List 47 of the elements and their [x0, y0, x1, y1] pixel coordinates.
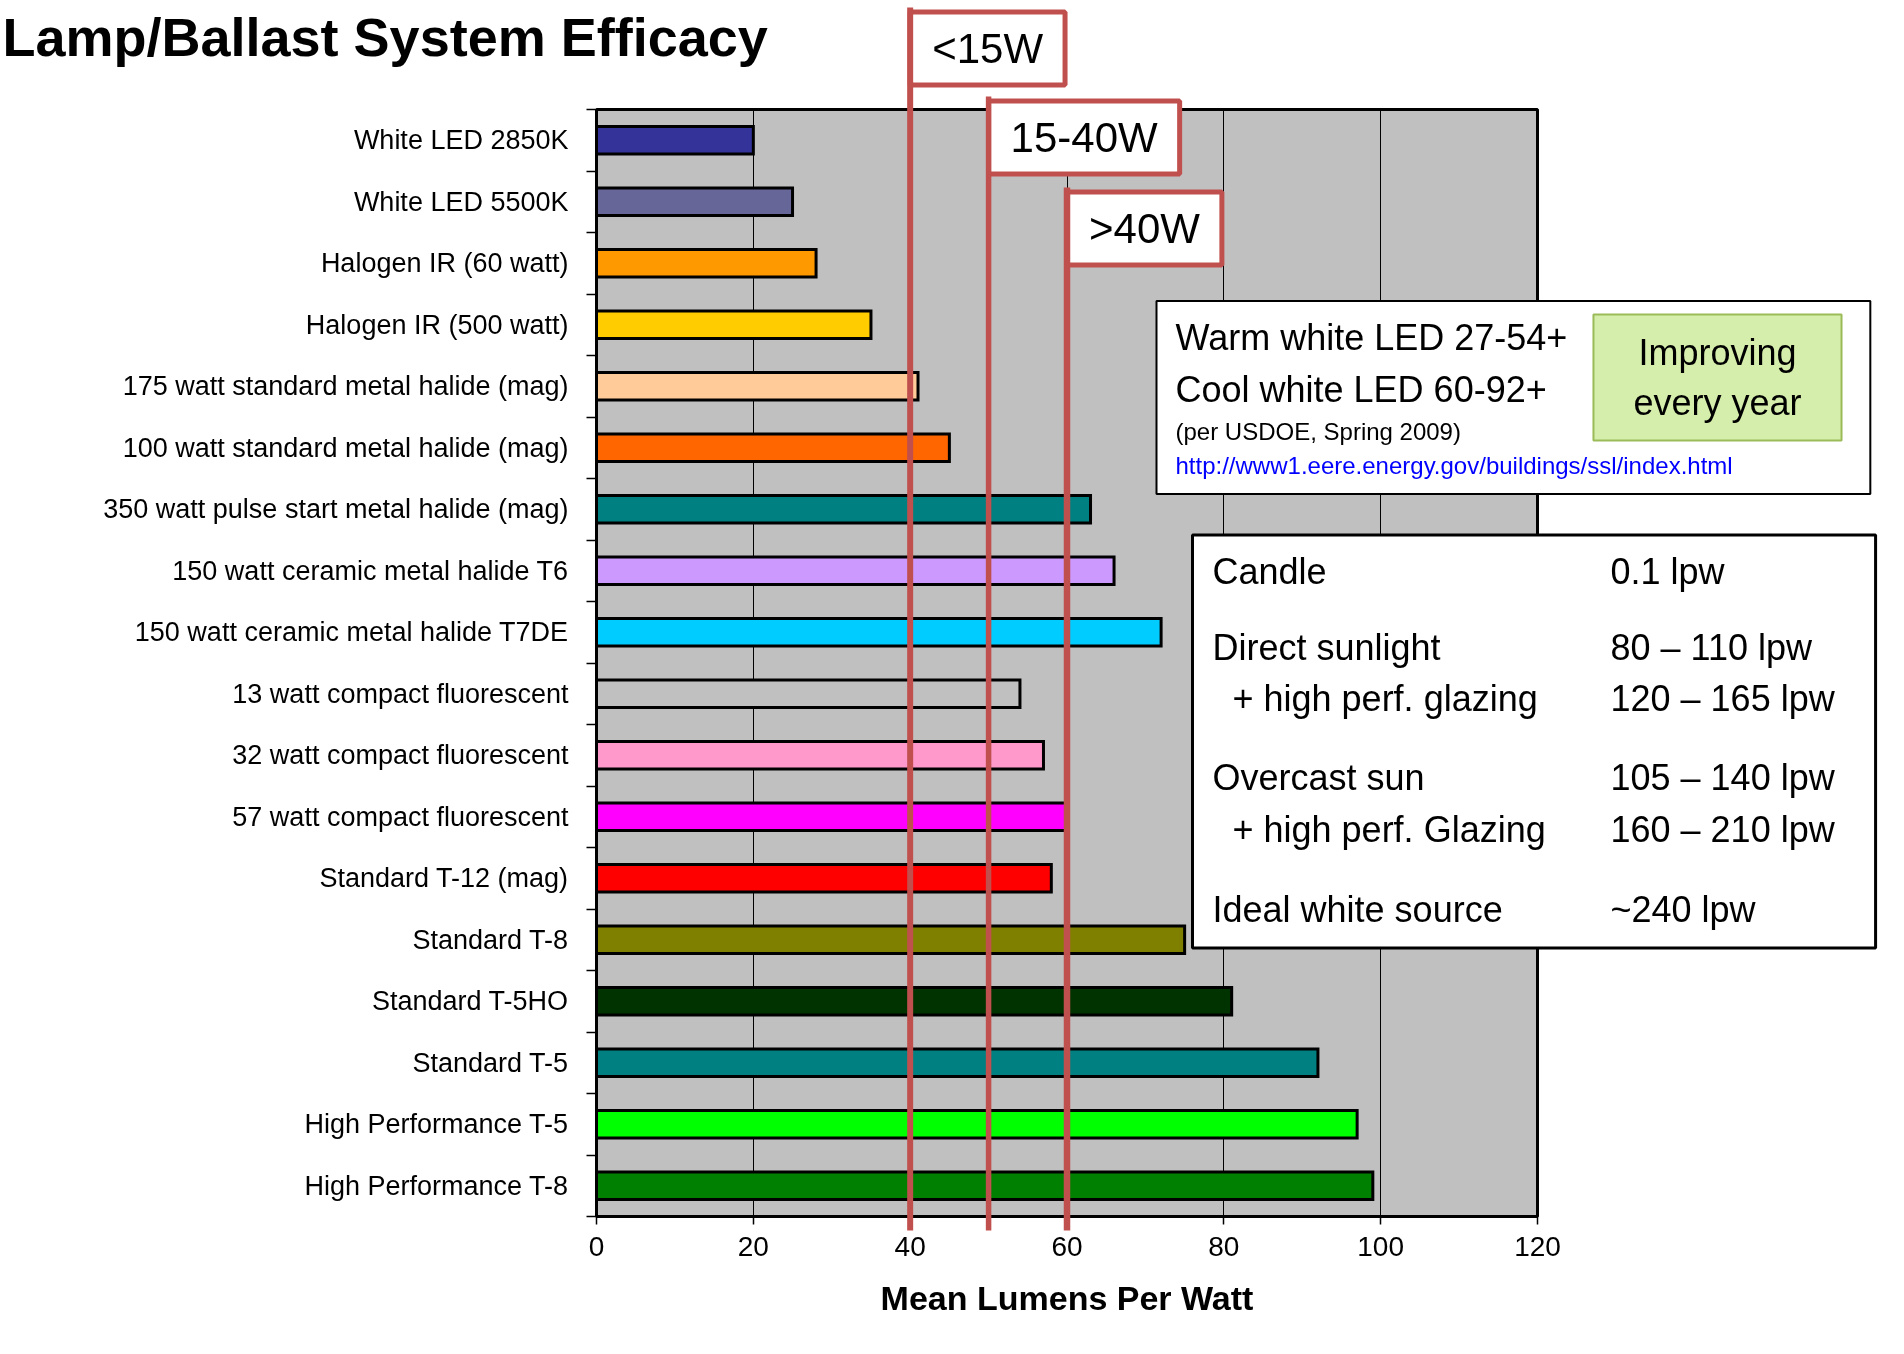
y-tick-label: White LED 5500K [353, 186, 569, 217]
annotation: Overcast sun [1212, 757, 1425, 798]
annotation: http://www1.eere.energy.gov/buildings/ssl/index.html [1175, 452, 1733, 479]
ref-line-label: >40W [1089, 205, 1201, 252]
annotation: Ideal white source [1212, 889, 1503, 930]
text: ~240 lpw [1610, 889, 1757, 930]
text: 0.1 lpw [1610, 551, 1726, 592]
y-tick-label: Standard T-12 (mag) [319, 863, 569, 894]
y-tick-label: 150 watt ceramic metal halide T7DE [134, 617, 569, 648]
ref-line-label: 15-40W [1010, 114, 1158, 161]
x-tick-label: 100 [1357, 1230, 1405, 1262]
text: 160 – 210 lpw [1610, 809, 1836, 850]
x-tick-label: 40 [894, 1230, 926, 1262]
x-axis-title: Mean Lumens Per Watt [880, 1278, 1254, 1317]
y-tick-label: Standard T-5HO [371, 986, 569, 1017]
x-tick-label: 0 [588, 1230, 605, 1262]
y-tick-label: 350 watt pulse start metal halide (mag) [103, 494, 569, 525]
y-tick-label: 100 watt standard metal halide (mag) [122, 432, 569, 463]
y-tick-label: 175 watt standard metal halide (mag) [122, 371, 569, 402]
y-tick-label: Standard T-5 [412, 1047, 569, 1078]
y-tick-label: High Performance T-5 [304, 1109, 569, 1140]
annotation: Direct sunlight [1212, 627, 1441, 668]
y-tick-label: 57 watt compact fluorescent [232, 801, 569, 832]
x-tick-label: 20 [737, 1230, 769, 1262]
x-tick-label: 60 [1051, 1230, 1083, 1262]
x-tick-label: 80 [1208, 1230, 1240, 1262]
annotation: Candle [1212, 551, 1327, 592]
y-tick-label: 150 watt ceramic metal halide T6 [172, 555, 569, 586]
ref-line-label: <15W [932, 25, 1044, 72]
annotation: Cool white LED 60-92+ [1175, 369, 1547, 410]
x-tick-label: 120 [1514, 1230, 1561, 1262]
chart-title: Lamp/Ballast System Efficacy [2, 6, 768, 67]
y-tick-label: White LED 2850K [353, 125, 569, 156]
y-tick-label: Halogen IR (60 watt) [320, 248, 569, 279]
annotation: + high perf. glazing [1232, 678, 1538, 719]
text: 120 – 165 lpw [1610, 678, 1836, 719]
text: 80 – 110 lpw [1610, 627, 1813, 668]
y-tick-label: Halogen IR (500 watt) [305, 309, 569, 340]
annotation: + high perf. Glazing [1232, 809, 1546, 850]
y-tick-label: 32 watt compact fluorescent [232, 740, 569, 771]
y-tick-label: 13 watt compact fluorescent [232, 678, 569, 709]
annotation: (per USDOE, Spring 2009) [1175, 418, 1461, 445]
annotation: Warm white LED 27-54+ [1175, 317, 1568, 358]
text: 105 – 140 lpw [1610, 757, 1836, 798]
y-tick-label: Standard T-8 [412, 924, 569, 955]
text: Improving every year [1633, 332, 1802, 423]
y-tick-label: High Performance T-8 [304, 1170, 569, 1201]
